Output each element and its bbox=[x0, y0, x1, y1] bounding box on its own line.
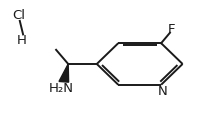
Text: H₂N: H₂N bbox=[49, 82, 74, 95]
Polygon shape bbox=[59, 64, 69, 82]
Text: F: F bbox=[167, 23, 175, 36]
Text: N: N bbox=[158, 85, 168, 98]
Text: H: H bbox=[17, 34, 27, 47]
Text: Cl: Cl bbox=[12, 9, 25, 23]
